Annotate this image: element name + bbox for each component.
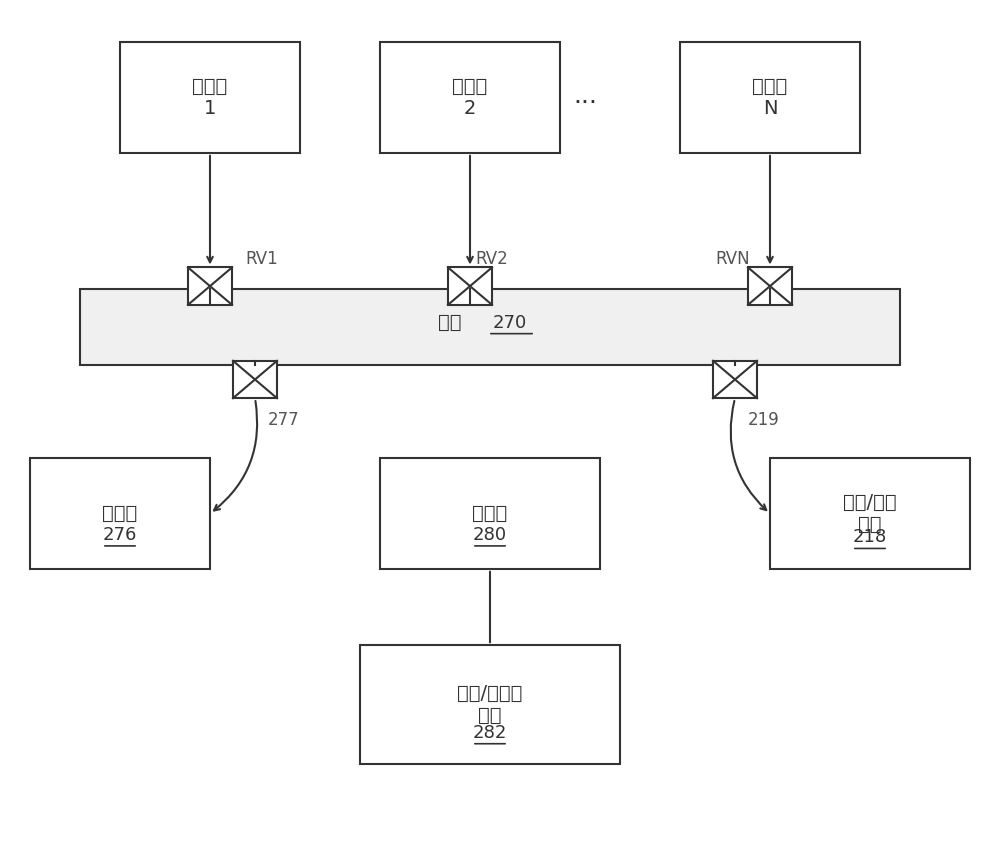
- FancyBboxPatch shape: [360, 645, 620, 764]
- FancyBboxPatch shape: [80, 289, 900, 365]
- Text: RV1: RV1: [245, 250, 278, 268]
- FancyBboxPatch shape: [770, 458, 970, 569]
- Bar: [233, 361, 277, 398]
- FancyBboxPatch shape: [680, 42, 860, 153]
- Text: 218: 218: [853, 528, 887, 547]
- Text: 储存器
2: 储存器 2: [452, 77, 488, 118]
- Text: 入口/出口
端口: 入口/出口 端口: [843, 493, 897, 534]
- Text: 排出部: 排出部: [102, 504, 138, 523]
- Text: 276: 276: [103, 526, 137, 544]
- Bar: [188, 267, 232, 305]
- Text: ...: ...: [573, 84, 597, 108]
- Text: 282: 282: [473, 723, 507, 742]
- FancyBboxPatch shape: [120, 42, 300, 153]
- Bar: [748, 267, 792, 305]
- Text: RV2: RV2: [475, 250, 508, 268]
- FancyBboxPatch shape: [380, 42, 560, 153]
- FancyBboxPatch shape: [380, 458, 600, 569]
- Bar: [448, 267, 492, 305]
- Text: 储存器
N: 储存器 N: [752, 77, 788, 118]
- Text: 219: 219: [748, 411, 780, 430]
- Bar: [713, 361, 757, 398]
- Text: 270: 270: [493, 313, 527, 332]
- Text: RVN: RVN: [715, 250, 750, 268]
- Text: 储存器
1: 储存器 1: [192, 77, 228, 118]
- Text: 歧管: 歧管: [438, 313, 462, 332]
- Text: 流量/水平传
感器: 流量/水平传 感器: [457, 684, 523, 725]
- Text: 控制器: 控制器: [472, 504, 508, 523]
- Text: 277: 277: [268, 411, 300, 430]
- FancyBboxPatch shape: [30, 458, 210, 569]
- Text: 280: 280: [473, 526, 507, 544]
